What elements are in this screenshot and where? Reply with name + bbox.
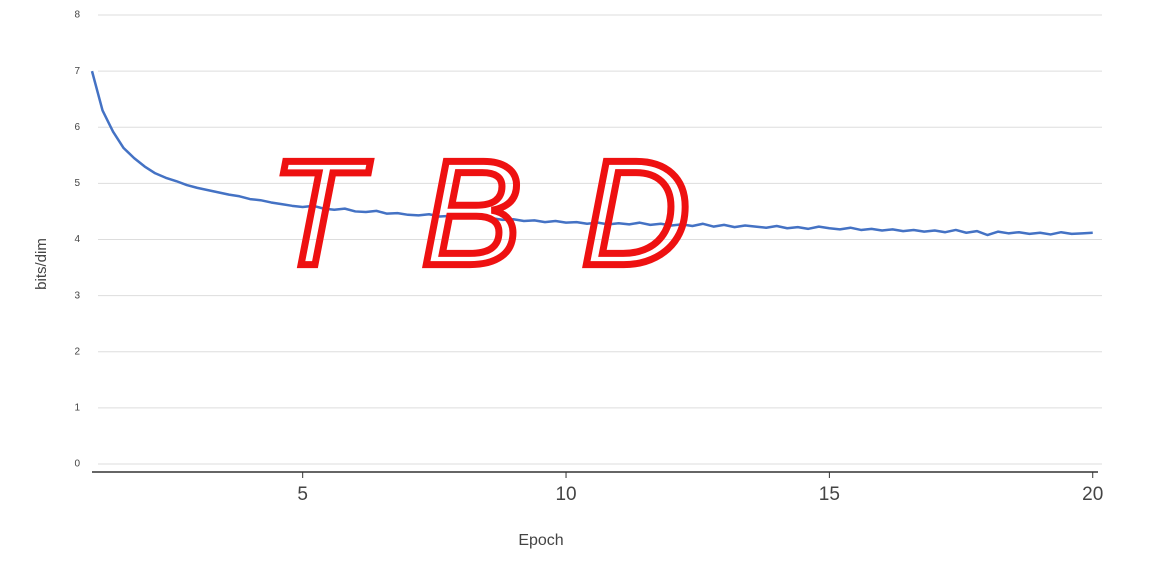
x-tick-label: 10 — [555, 484, 576, 505]
x-axis-title: Epoch — [518, 532, 563, 549]
y-tick-label: 6 — [74, 122, 80, 133]
annotation: TBD — [270, 129, 750, 297]
x-tick-label: 20 — [1082, 484, 1103, 505]
y-tick-label: 8 — [74, 10, 80, 21]
data-line — [90, 70, 1093, 237]
y-tick-label: 1 — [74, 403, 80, 414]
y-tick-label: 5 — [74, 178, 80, 189]
x-tick-label: 15 — [819, 484, 840, 505]
y-tick-label: 3 — [74, 290, 80, 301]
y-axis-title: bits/dim — [33, 238, 50, 290]
y-tick-label: 4 — [74, 234, 80, 245]
y-tick-label: 2 — [74, 346, 80, 357]
y-tick-label: 0 — [74, 459, 80, 470]
y-tick-label: 7 — [74, 66, 80, 77]
x-tick-label: 5 — [297, 484, 308, 505]
